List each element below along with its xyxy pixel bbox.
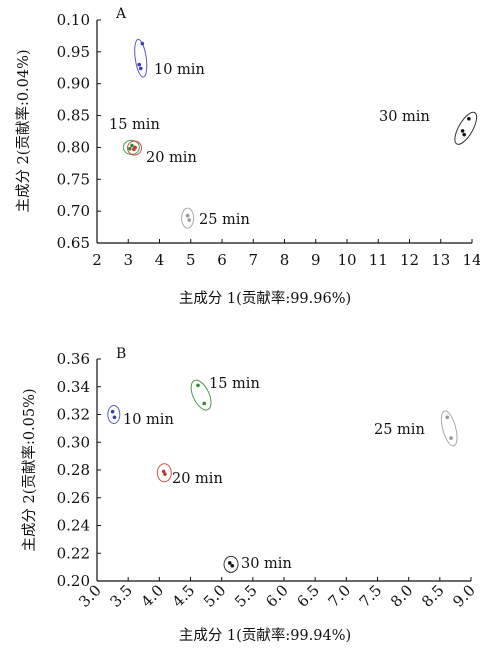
confidence-ellipse [440, 410, 458, 447]
y-tick-label: 0.24 [57, 517, 90, 535]
confidence-ellipse [454, 111, 478, 145]
data-point [163, 472, 167, 476]
confidence-ellipse [223, 555, 239, 573]
data-point [202, 401, 207, 406]
x-axis-label: 主成分 1(贡献率:99.96%) [179, 290, 351, 307]
data-point [112, 415, 117, 420]
x-tick-label: 5.0 [200, 581, 230, 611]
group-label: 20 min [146, 150, 197, 166]
x-tick-label: 2 [92, 251, 102, 269]
y-axis-label: 主成分 2(贡献率:0.04%) [15, 49, 32, 212]
x-tick-label: 7.0 [325, 581, 355, 611]
x-tick-label: 6.0 [262, 581, 292, 611]
data-point [133, 145, 137, 150]
x-tick-label: 9.0 [449, 581, 479, 611]
data-point [130, 143, 134, 148]
y-tick-label: 0.10 [57, 11, 90, 29]
y-tick-label: 0.32 [57, 406, 90, 424]
group-label: 30 min [241, 556, 292, 572]
y-tick-label: 0.70 [57, 202, 90, 220]
x-tick-label: 3 [123, 251, 133, 269]
data-point [462, 132, 466, 137]
x-tick-label: 5 [186, 251, 196, 269]
x-tick-label: 6 [217, 251, 227, 269]
x-tick-label: 6.5 [293, 581, 323, 611]
y-axis-label: 主成分 2(贡献率:0.05%) [21, 388, 38, 551]
group-label: 30 min [379, 109, 430, 125]
x-tick-label: 4 [155, 251, 165, 269]
data-point [467, 116, 471, 121]
confidence-ellipse [156, 463, 172, 483]
group-label: 20 min [172, 471, 223, 487]
group-label: 15 min [109, 117, 160, 133]
data-point [110, 409, 115, 414]
x-tick-label: 4.5 [169, 581, 199, 611]
group-label: 10 min [123, 412, 174, 428]
confidence-ellipse [190, 379, 212, 411]
data-point [137, 62, 141, 67]
y-tick-label: 0.28 [57, 461, 90, 479]
x-tick-label: 9 [311, 251, 321, 269]
x-tick-label: 8.5 [418, 581, 448, 611]
group-label: 25 min [199, 212, 250, 228]
data-point [187, 218, 191, 222]
y-tick-label: 0.36 [57, 350, 90, 368]
y-tick-label: 0.95 [57, 43, 90, 61]
data-point [445, 415, 450, 420]
panel-A: 2 3 4 5 6 7 8 9 10 11 12 13 14 0.65 0.70 0.75 0.80 0.85 0.… [15, 6, 480, 307]
x-tick-label: 5.5 [231, 581, 261, 611]
y-tick-label: 0.75 [57, 170, 90, 188]
group-label: 25 min [374, 422, 425, 438]
x-tick-label: 4.0 [138, 581, 168, 611]
data-point [196, 383, 200, 388]
x-tick-label: 7.5 [356, 581, 386, 611]
y-tick-label: 0.90 [57, 75, 90, 93]
data-point [449, 436, 453, 440]
x-tick-label: 7 [248, 251, 258, 269]
panel-B: 3.0 3.5 4.0 4.5 5.0 5.5 6.0 6.5 7.0 7.5 8.0 8.5 9.00… [21, 346, 479, 644]
confidence-ellipse [107, 405, 121, 424]
group-label: 10 min [154, 62, 205, 78]
y-tick-label: 0.22 [57, 544, 90, 562]
confidence-ellipse [122, 139, 140, 155]
data-point [227, 561, 232, 565]
x-tick-label: 14 [462, 251, 480, 269]
x-tick-label: 10 [337, 251, 356, 269]
x-tick-label: 3.5 [106, 581, 136, 611]
panel-letter: A [115, 6, 127, 22]
confidence-ellipse [127, 140, 142, 156]
data-point [140, 41, 145, 46]
y-tick-label: 0.30 [57, 433, 90, 451]
group-label: 15 min [209, 376, 260, 392]
data-point [230, 563, 235, 568]
data-point [161, 469, 166, 474]
y-tick-label: 0.65 [57, 234, 90, 252]
data-point [460, 129, 465, 133]
y-tick-label: 0.85 [57, 107, 90, 125]
x-tick-label: 12 [400, 251, 419, 269]
confidence-ellipse [134, 38, 148, 78]
x-tick-label: 11 [369, 251, 388, 269]
data-point [138, 66, 143, 71]
panel-letter: B [116, 346, 126, 362]
x-tick-label: 13 [431, 251, 450, 269]
y-tick-label: 0.34 [57, 378, 90, 396]
x-tick-label: 8.0 [387, 581, 417, 611]
data-point [185, 213, 190, 218]
confidence-ellipse [181, 207, 195, 229]
x-tick-label: 8 [280, 251, 290, 269]
y-tick-label: 0.80 [57, 138, 90, 156]
y-tick-label: 0.26 [57, 489, 90, 507]
y-tick-label: 0.20 [57, 572, 90, 590]
x-axis-label: 主成分 1(贡献率:99.94%) [179, 627, 351, 644]
data-point [128, 146, 132, 151]
